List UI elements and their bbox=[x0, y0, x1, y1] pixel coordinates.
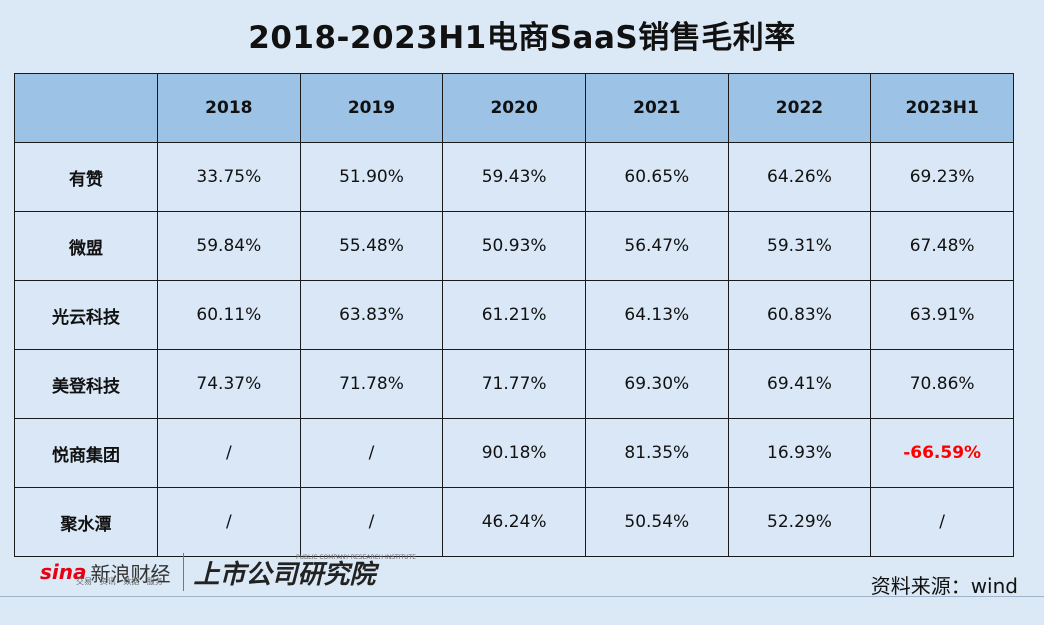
row-label: 美登科技 bbox=[14, 349, 158, 419]
header-cell: 2023H1 bbox=[870, 73, 1014, 143]
sina-logo: sina bbox=[40, 560, 87, 584]
table-cell: 81.35% bbox=[584, 418, 729, 488]
table-cell: 46.24% bbox=[442, 487, 586, 557]
header-cell: 2018 bbox=[157, 73, 301, 143]
row-label: 光云科技 bbox=[14, 280, 158, 350]
table-cell: 67.48% bbox=[870, 211, 1014, 281]
table-cell: 63.91% bbox=[870, 280, 1014, 350]
table-cell: 56.47% bbox=[584, 211, 729, 281]
footer-logo: sina 新浪财经 交易 · 资讯 · 数据 · 服务 上市公司研究院 PUBL… bbox=[40, 552, 416, 592]
header-cell bbox=[14, 73, 158, 143]
chart-title: 2018-2023H1电商SaaS销售毛利率 bbox=[248, 20, 796, 56]
table-cell: 64.13% bbox=[584, 280, 729, 350]
table-cell: 52.29% bbox=[727, 487, 872, 557]
table-cell: 69.23% bbox=[870, 142, 1014, 212]
table-row: 光云科技 60.11% 63.83% 61.21% 64.13% 60.83% … bbox=[14, 280, 1014, 350]
table-cell: 71.78% bbox=[299, 349, 444, 419]
table-cell: 63.83% bbox=[299, 280, 444, 350]
row-label: 悦商集团 bbox=[14, 418, 158, 488]
table-cell: 55.48% bbox=[299, 211, 444, 281]
data-table-container: 2018 2019 2020 2021 2022 2023H1 有赞 33.75… bbox=[14, 73, 1014, 557]
table-cell: / bbox=[299, 487, 444, 557]
table-cell: / bbox=[870, 487, 1014, 557]
negative-value-cell: -66.59% bbox=[870, 418, 1014, 488]
table-cell: / bbox=[299, 418, 444, 488]
footer-divider bbox=[0, 596, 1044, 597]
source-note: 资料来源：wind bbox=[870, 574, 1018, 598]
table-cell: 69.41% bbox=[727, 349, 872, 419]
table-cell: 60.83% bbox=[727, 280, 872, 350]
table-cell: 50.54% bbox=[584, 487, 729, 557]
header-cell: 2022 bbox=[727, 73, 872, 143]
table-header-row: 2018 2019 2020 2021 2022 2023H1 bbox=[14, 73, 1014, 143]
table-cell: 50.93% bbox=[442, 211, 586, 281]
institute-logo-subtitle: PUBLIC COMPANY RESEARCH INSTITUTE bbox=[296, 554, 416, 561]
table-cell: 60.65% bbox=[584, 142, 729, 212]
header-cell: 2019 bbox=[299, 73, 444, 143]
table-row: 有赞 33.75% 51.90% 59.43% 60.65% 64.26% 69… bbox=[14, 142, 1014, 212]
table-row: 美登科技 74.37% 71.78% 71.77% 69.30% 69.41% … bbox=[14, 349, 1014, 419]
table-cell: / bbox=[157, 487, 301, 557]
table-cell: 59.31% bbox=[727, 211, 872, 281]
table-row: 悦商集团 / / 90.18% 81.35% 16.93% -66.59% bbox=[14, 418, 1014, 488]
header-cell: 2020 bbox=[442, 73, 586, 143]
logo-divider bbox=[182, 553, 184, 591]
row-label: 有赞 bbox=[14, 142, 158, 212]
table-row: 聚水潭 / / 46.24% 50.54% 52.29% / bbox=[14, 487, 1014, 557]
table-cell: 59.43% bbox=[442, 142, 586, 212]
sina-finance-logo: 新浪财经 bbox=[90, 561, 171, 586]
sina-logo-subtitle: 交易 · 资讯 · 数据 · 服务 bbox=[76, 577, 163, 586]
table-cell: 90.18% bbox=[442, 418, 586, 488]
table-cell: 33.75% bbox=[157, 142, 301, 212]
table-cell: 16.93% bbox=[727, 418, 872, 488]
table-cell: 71.77% bbox=[442, 349, 586, 419]
table-cell: 69.30% bbox=[584, 349, 729, 419]
table-cell: 74.37% bbox=[157, 349, 301, 419]
header-cell: 2021 bbox=[584, 73, 729, 143]
table-cell: 70.86% bbox=[870, 349, 1014, 419]
table-cell: 60.11% bbox=[157, 280, 301, 350]
institute-logo: 上市公司研究院 bbox=[193, 559, 376, 590]
gross-margin-table: 2018 2019 2020 2021 2022 2023H1 有赞 33.75… bbox=[14, 73, 1014, 557]
table-cell: 64.26% bbox=[727, 142, 872, 212]
table-cell: / bbox=[157, 418, 301, 488]
row-label: 微盟 bbox=[14, 211, 158, 281]
table-cell: 61.21% bbox=[442, 280, 586, 350]
table-cell: 59.84% bbox=[157, 211, 301, 281]
table-row: 微盟 59.84% 55.48% 50.93% 56.47% 59.31% 67… bbox=[14, 211, 1014, 281]
table-cell: 51.90% bbox=[299, 142, 444, 212]
row-label: 聚水潭 bbox=[14, 487, 158, 557]
